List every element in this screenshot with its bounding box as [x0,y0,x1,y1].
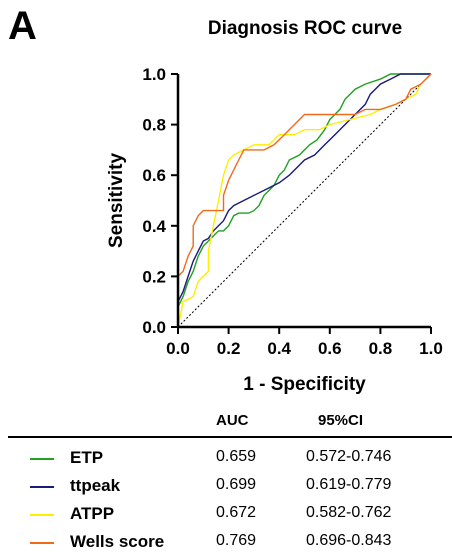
y-tick-label: 0.6 [142,166,166,185]
x-tick-label: 0.4 [267,339,291,358]
table-row: ATPP 0.672 0.582-0.762 [0,502,452,530]
row-ci: 0.696-0.843 [306,532,392,549]
legend-swatch [30,486,54,488]
y-tick-label: 0.8 [142,116,166,135]
table-row: ttpeak 0.699 0.619-0.779 [0,474,452,502]
y-tick-label: 0.4 [142,217,166,236]
series-line-etp [177,73,431,327]
row-name: ATPP [70,504,115,523]
legend-swatch [30,458,54,460]
table-divider [8,436,452,438]
series-line-ttpeak [177,73,431,327]
table-header-ci: 95%CI [318,412,364,429]
legend-swatch [30,542,54,544]
roc-chart: 0.0 0.2 0.4 0.6 0.8 1.0 0.0 0.2 0.4 0.6 0.8 1.0 1 -… [106,65,443,395]
y-tick-label: 0.0 [142,318,166,337]
row-ci: 0.572-0.746 [306,448,392,465]
table-row: Wells score 0.769 0.696-0.843 [0,530,452,558]
y-tick-label: 0.2 [142,267,166,286]
y-axis-title: Sensitivity [106,153,127,248]
row-name: Wells score [70,532,165,551]
row-name: ttpeak [70,476,121,495]
row-auc: 0.769 [216,532,257,549]
x-tick-label: 0.0 [166,339,190,358]
table-header-auc: AUC [216,412,249,429]
table-row: ETP 0.659 0.572-0.746 [0,446,452,474]
y-tick-label: 1.0 [142,65,166,84]
legend-swatch [30,514,54,516]
x-tick-label: 1.0 [419,339,443,358]
chart-title: Diagnosis ROC curve [207,18,403,39]
plot-area: 0.0 0.2 0.4 0.6 0.8 1.0 0.0 0.2 0.4 0.6 0.8 1.0 [142,65,442,358]
reference-diagonal [177,73,432,328]
row-ci: 0.582-0.762 [306,504,392,521]
series-line-wells-score [177,73,432,327]
row-auc: 0.659 [216,448,257,465]
row-ci: 0.619-0.779 [306,476,392,493]
x-tick-label: 0.2 [217,339,241,358]
x-axis-title: 1 - Specificity [243,374,366,395]
x-tick-label: 0.6 [318,339,342,358]
row-name: ETP [70,448,104,467]
x-tick-label: 0.8 [369,339,393,358]
row-auc: 0.699 [216,476,257,493]
row-auc: 0.672 [216,504,257,521]
panel-label: A [8,4,37,48]
